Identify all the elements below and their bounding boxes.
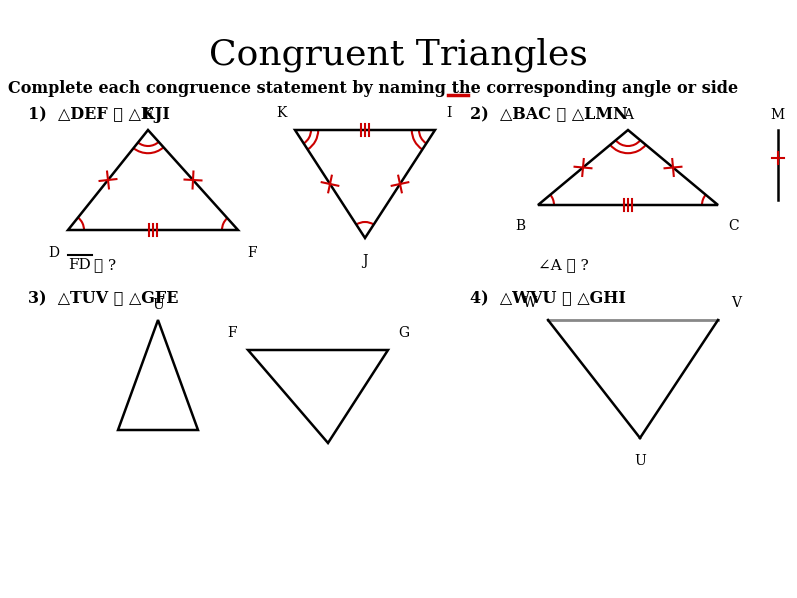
Text: D: D (49, 246, 60, 260)
Text: 3)  △TUV ≅ △GFE: 3) △TUV ≅ △GFE (28, 290, 179, 307)
Text: B: B (515, 219, 525, 233)
Text: I: I (446, 106, 452, 120)
Text: 1)  △DEF ≅ △KJI: 1) △DEF ≅ △KJI (28, 106, 170, 123)
Text: F: F (227, 326, 237, 340)
Text: V: V (731, 296, 741, 310)
Text: C: C (728, 219, 740, 233)
Text: E: E (143, 108, 153, 122)
Text: U: U (152, 298, 164, 312)
Text: U: U (634, 454, 646, 468)
Text: W: W (523, 296, 537, 310)
Text: Complete each congruence statement by naming the corresponding angle or side: Complete each congruence statement by na… (8, 80, 738, 97)
Text: J: J (363, 254, 367, 268)
Text: F: F (247, 246, 257, 260)
Text: A: A (623, 108, 633, 122)
Text: 4)  △WVU ≅ △GHI: 4) △WVU ≅ △GHI (470, 290, 626, 307)
Text: ∠A ≅ ?: ∠A ≅ ? (538, 258, 589, 272)
Text: K: K (276, 106, 286, 120)
Text: Congruent Triangles: Congruent Triangles (209, 38, 587, 72)
Text: 2)  △BAC ≅ △LMN: 2) △BAC ≅ △LMN (470, 106, 627, 123)
Text: FD: FD (68, 258, 91, 272)
Text: M: M (770, 108, 784, 122)
Text: ≅ ?: ≅ ? (94, 258, 116, 272)
Text: G: G (398, 326, 410, 340)
